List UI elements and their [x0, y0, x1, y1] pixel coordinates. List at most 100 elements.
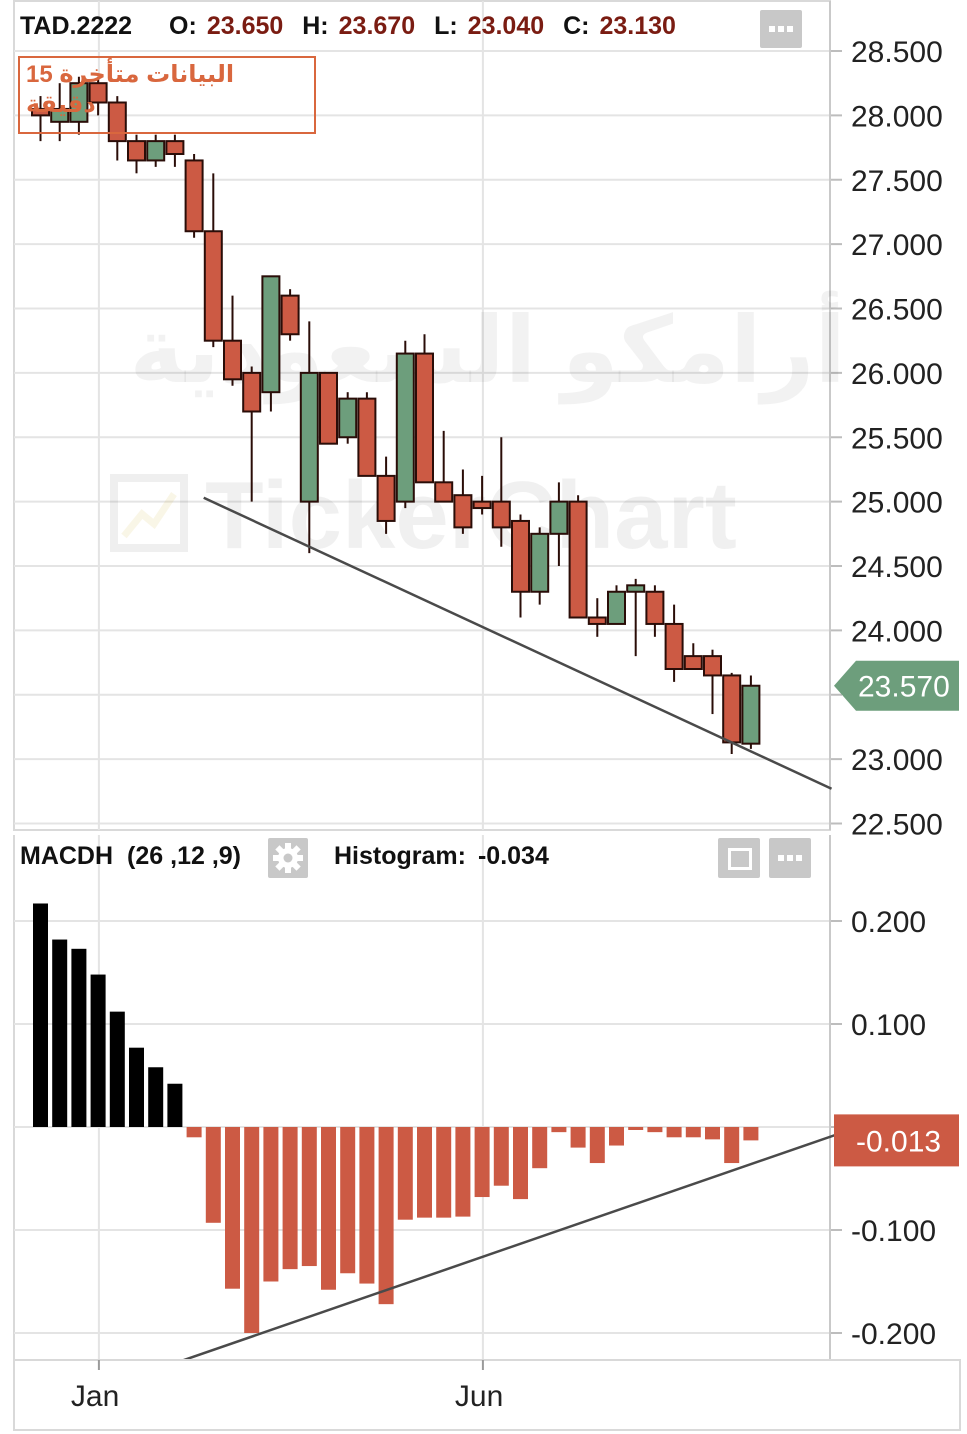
- macd-bar-negative[interactable]: [282, 1127, 298, 1270]
- candle-down[interactable]: [376, 474, 396, 522]
- candle-down[interactable]: [453, 494, 473, 529]
- macd-bar-negative[interactable]: [186, 1127, 202, 1138]
- macd-menu-button[interactable]: [769, 838, 811, 878]
- candle-down[interactable]: [491, 500, 511, 529]
- macd-bar-negative[interactable]: [397, 1127, 413, 1220]
- candle-down[interactable]: [165, 140, 185, 155]
- macd-bar-negative[interactable]: [205, 1127, 221, 1223]
- macd-bar-negative[interactable]: [417, 1127, 432, 1218]
- candle-down[interactable]: [242, 371, 262, 413]
- candle-up[interactable]: [261, 275, 281, 394]
- macd-bar-negative[interactable]: [493, 1127, 509, 1186]
- macd-bar-negative[interactable]: [724, 1127, 740, 1164]
- macd-bar-negative[interactable]: [378, 1127, 394, 1305]
- macd-bar-negative[interactable]: [666, 1127, 682, 1138]
- candle-up[interactable]: [626, 584, 646, 593]
- candle-up[interactable]: [741, 684, 761, 745]
- candle-up[interactable]: [338, 397, 358, 439]
- candle-down[interactable]: [184, 159, 204, 233]
- dot-icon: [796, 855, 802, 861]
- candle-down[interactable]: [223, 339, 242, 381]
- macd-last-value-label: -0.013: [856, 1125, 941, 1158]
- candle-down[interactable]: [664, 622, 684, 670]
- candle-down[interactable]: [107, 101, 127, 143]
- candle-up[interactable]: [299, 371, 319, 503]
- macd-bar-negative[interactable]: [743, 1127, 759, 1141]
- candle-up[interactable]: [146, 140, 166, 162]
- high-value: 23.670: [338, 12, 416, 40]
- candle-up[interactable]: [395, 352, 415, 503]
- macd-bar-negative[interactable]: [263, 1127, 279, 1282]
- macd-bar-positive[interactable]: [52, 939, 68, 1127]
- macd-bar-negative[interactable]: [589, 1127, 605, 1164]
- candle-down[interactable]: [31, 107, 50, 117]
- time-axis-tick-label: Jan: [71, 1380, 119, 1413]
- macd-bar-negative[interactable]: [570, 1127, 586, 1148]
- macd-bar-negative[interactable]: [647, 1127, 663, 1133]
- watermark-logo-frame: [110, 474, 188, 552]
- price-chart[interactable]: 22.50023.00023.50024.00024.50025.00025.5…: [0, 0, 967, 835]
- candle-down[interactable]: [645, 590, 665, 625]
- dot-icon: [778, 26, 784, 32]
- candle-down[interactable]: [280, 294, 300, 336]
- macd-bar-negative[interactable]: [628, 1127, 644, 1130]
- candle-down[interactable]: [703, 655, 722, 677]
- macd-bar-negative[interactable]: [532, 1127, 548, 1169]
- histogram-label: Histogram:: [334, 842, 466, 870]
- time-axis-frame: [13, 1359, 961, 1431]
- candle-down[interactable]: [357, 397, 377, 477]
- macd-bar-negative[interactable]: [436, 1127, 452, 1218]
- candle-down[interactable]: [568, 500, 588, 619]
- macd-bar-positive[interactable]: [129, 1047, 144, 1127]
- macd-bar-negative[interactable]: [455, 1127, 471, 1217]
- macd-chart[interactable]: -0.200 -0.100 0.100 0.200 -0.013 Jan Jun: [0, 835, 967, 1434]
- macd-bar-negative[interactable]: [321, 1127, 336, 1290]
- candle-up[interactable]: [50, 107, 70, 123]
- macd-bar-negative[interactable]: [359, 1127, 375, 1284]
- close-value: 23.130: [599, 12, 676, 40]
- candle-up[interactable]: [69, 82, 89, 123]
- macd-bar-positive[interactable]: [167, 1083, 183, 1127]
- macd-bar-positive[interactable]: [33, 903, 48, 1127]
- price-axis-tick-label: 28.500: [851, 36, 943, 69]
- candle-down[interactable]: [511, 519, 530, 593]
- macd-settings-button[interactable]: [268, 838, 308, 878]
- macd-bar-negative[interactable]: [340, 1127, 356, 1274]
- macd-bar-negative[interactable]: [685, 1127, 701, 1138]
- candle-down[interactable]: [415, 352, 434, 484]
- macd-bar-negative[interactable]: [551, 1127, 567, 1133]
- candle-down[interactable]: [587, 616, 607, 625]
- macd-bar-negative[interactable]: [244, 1127, 260, 1333]
- symbol-label: TAD.2222: [20, 12, 133, 40]
- histogram-header: Histogram: -0.034: [334, 842, 549, 871]
- dot-icon: [769, 26, 775, 32]
- candle-up[interactable]: [607, 590, 626, 625]
- macd-bar-positive[interactable]: [90, 974, 106, 1127]
- macd-bar-negative[interactable]: [609, 1127, 624, 1146]
- candle-down[interactable]: [472, 500, 492, 510]
- candle-down[interactable]: [319, 371, 338, 445]
- price-menu-button[interactable]: [760, 10, 802, 48]
- candle-down[interactable]: [722, 674, 742, 744]
- candle-up[interactable]: [530, 532, 550, 593]
- candle-down[interactable]: [127, 140, 146, 162]
- macd-bar-negative[interactable]: [513, 1127, 528, 1200]
- candle-up[interactable]: [549, 500, 569, 535]
- macd-bar-negative[interactable]: [301, 1127, 317, 1267]
- price-trendline[interactable]: [203, 496, 833, 790]
- macd-bar-negative[interactable]: [705, 1127, 720, 1140]
- macd-trendline[interactable]: [178, 1125, 859, 1364]
- dot-icon: [787, 26, 793, 32]
- macd-bar-positive[interactable]: [109, 1011, 125, 1127]
- macd-axis-tick-label: -0.200: [851, 1318, 936, 1351]
- candle-down[interactable]: [88, 82, 108, 104]
- macd-maximize-button[interactable]: [718, 838, 760, 878]
- macd-bar-positive[interactable]: [71, 948, 87, 1127]
- time-axis-tick-label: Jun: [455, 1380, 503, 1413]
- candle-down[interactable]: [434, 481, 454, 503]
- macd-bar-positive[interactable]: [148, 1067, 164, 1127]
- macd-bar-negative[interactable]: [474, 1127, 490, 1198]
- candle-down[interactable]: [683, 655, 703, 670]
- candle-down[interactable]: [203, 230, 223, 342]
- macd-bar-negative[interactable]: [225, 1127, 240, 1289]
